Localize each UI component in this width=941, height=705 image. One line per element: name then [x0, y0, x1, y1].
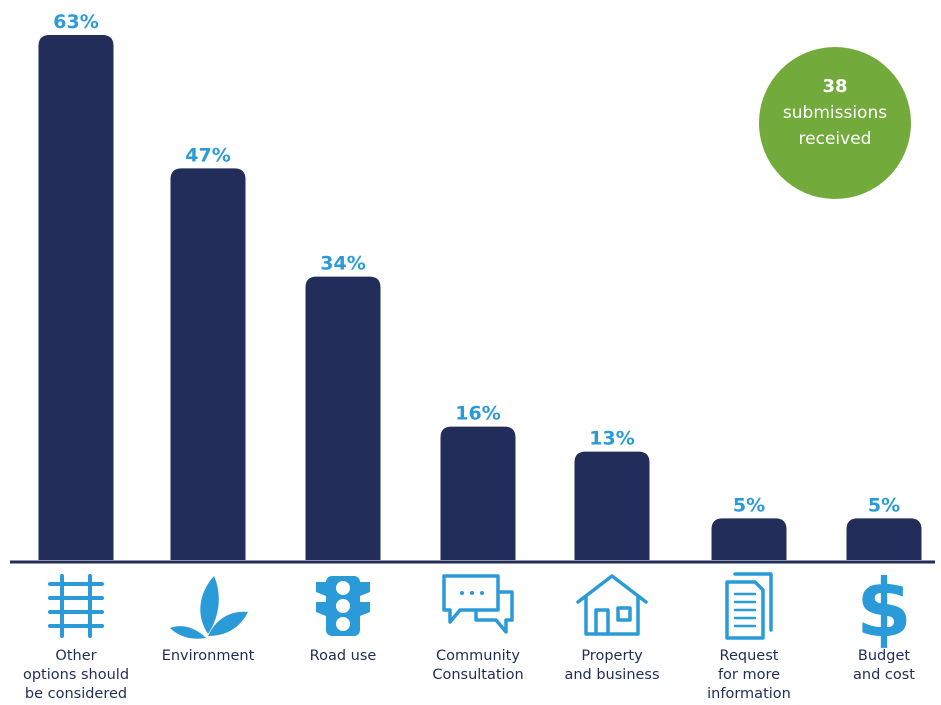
category-label-line: and cost	[853, 667, 915, 683]
svg-text:$: $	[856, 562, 912, 655]
category-label-7: Budget and cost	[853, 648, 915, 683]
chat-bubbles-icon	[442, 574, 514, 634]
bar-5	[574, 451, 650, 560]
category-label-line: information	[707, 686, 791, 702]
category-label-line: Request	[720, 648, 779, 664]
badge-line-2: received	[799, 129, 872, 149]
category-label-line: Community	[436, 648, 520, 664]
category-label-line: Property	[581, 648, 643, 664]
category-label-2: Environment	[162, 648, 255, 664]
category-label-line: Road use	[310, 648, 377, 664]
category-label-line: Budget	[858, 648, 910, 664]
traffic-light-icon	[316, 576, 370, 636]
value-label-1: 63%	[53, 11, 98, 33]
badge-circle	[759, 47, 911, 199]
category-labels: Other options should be considered Environm…	[23, 648, 915, 702]
railway-track-icon	[48, 574, 104, 638]
submissions-badge: 38 submissions received	[759, 47, 911, 199]
category-icons: $	[48, 562, 912, 655]
value-label-6: 5%	[733, 494, 765, 516]
category-label-1: Other options should be considered	[23, 648, 129, 702]
bar-2	[170, 168, 246, 561]
category-label-line: Consultation	[432, 667, 523, 683]
bar-4	[440, 426, 516, 560]
dollar-sign-icon: $	[856, 562, 912, 655]
category-label-line: Environment	[162, 648, 255, 664]
leaf-plant-icon	[170, 576, 248, 639]
value-label-7: 5%	[868, 494, 900, 516]
category-label-line: options should	[23, 667, 129, 683]
bar-7	[846, 518, 922, 560]
bar-3	[305, 276, 381, 560]
category-label-3: Road use	[310, 648, 377, 664]
bar-1	[38, 35, 114, 560]
badge-line-1: submissions	[783, 103, 887, 123]
value-label-5: 13%	[589, 428, 634, 450]
document-icon	[725, 572, 773, 640]
category-label-4: Community Consultation	[432, 648, 523, 683]
category-label-6: Request for more information	[707, 648, 791, 702]
bar-6	[711, 518, 787, 560]
category-label-line: for more	[718, 667, 780, 683]
category-label-line: be considered	[25, 686, 127, 702]
badge-number: 38	[822, 76, 847, 97]
category-label-line: Other	[55, 648, 96, 664]
category-label-line: and business	[564, 667, 659, 683]
bars-group: 63% 47% 34% 16% 13% 5% 5%	[38, 11, 922, 561]
value-label-3: 34%	[320, 253, 365, 275]
value-label-2: 47%	[185, 144, 230, 166]
category-label-5: Property and business	[564, 648, 659, 683]
value-label-4: 16%	[455, 403, 500, 425]
house-icon	[576, 574, 648, 636]
